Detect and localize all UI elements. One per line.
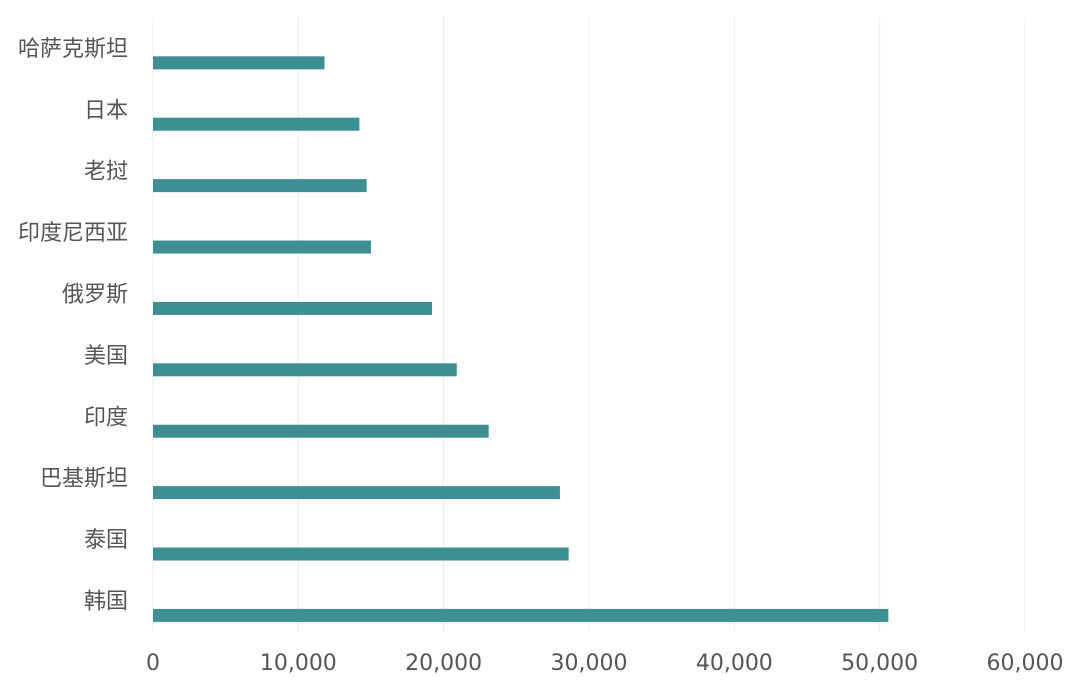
x-tick-label: 60,000 — [987, 651, 1064, 676]
bar — [153, 363, 457, 377]
x-tick-label: 20,000 — [405, 651, 482, 676]
y-tick-label: 美国 — [84, 344, 128, 369]
bar — [153, 179, 367, 193]
bar — [153, 424, 489, 438]
bar — [153, 486, 560, 500]
x-tick-label: 0 — [146, 651, 160, 676]
bar — [153, 547, 569, 561]
y-tick-label: 巴基斯坦 — [40, 467, 128, 492]
y-tick-label: 泰国 — [84, 528, 128, 553]
bar — [153, 301, 433, 315]
y-tick-label: 印度尼西亚 — [18, 221, 128, 246]
y-tick-label: 韩国 — [84, 590, 128, 615]
x-tick-label: 30,000 — [551, 651, 628, 676]
y-tick-label: 老挝 — [84, 160, 128, 185]
y-tick-label: 印度 — [84, 405, 128, 430]
y-tick-label: 哈萨克斯坦 — [18, 37, 128, 62]
bar — [153, 56, 325, 70]
y-tick-label: 日本 — [84, 98, 128, 123]
x-tick-label: 40,000 — [696, 651, 773, 676]
bar — [153, 240, 371, 254]
x-tick-label: 10,000 — [260, 651, 337, 676]
x-tick-label: 50,000 — [841, 651, 918, 676]
y-tick-label: 俄罗斯 — [62, 283, 128, 308]
bar — [153, 117, 360, 131]
bar — [153, 608, 889, 622]
